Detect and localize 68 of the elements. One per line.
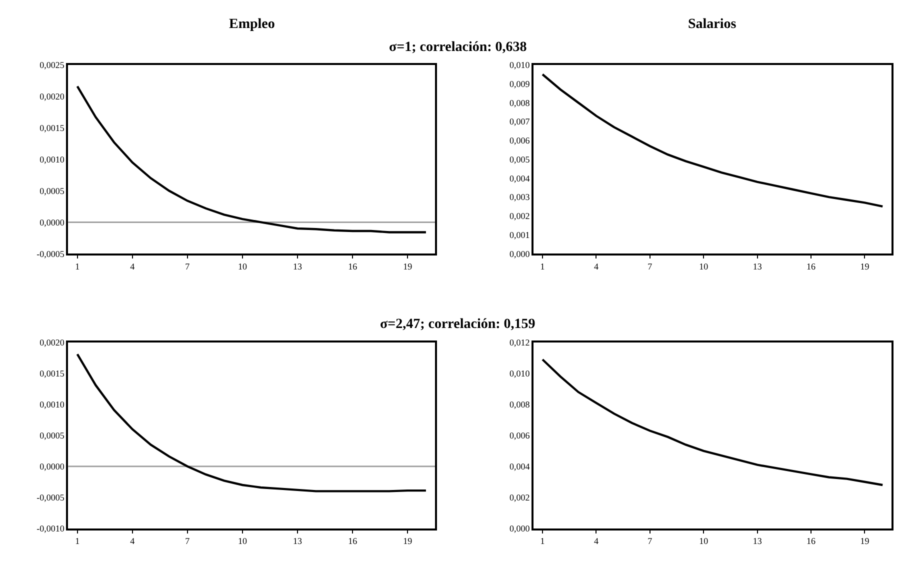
x-tick-label: 4 [130,261,136,272]
x-tick-label: 7 [185,536,190,546]
y-tick-label: 0,009 [510,78,530,89]
x-tick-label: 19 [403,261,413,272]
y-tick-label: 0,006 [510,430,530,441]
x-tick-label: 10 [699,261,709,272]
x-tick-label: 16 [348,261,358,272]
chart-title: Empleo [229,17,275,32]
x-tick-label: 1 [75,261,80,272]
x-tick-label: 13 [752,536,762,546]
y-tick-label: 0,0010 [40,400,65,410]
x-tick-label: 19 [860,261,870,272]
y-tick-label: 0,001 [510,230,530,240]
y-tick-label: 0,0020 [40,92,65,102]
x-tick-label: 10 [238,261,248,272]
y-tick-label: 0,0020 [40,338,65,348]
chart-subtitle: σ=1; correlación: 0,638 [389,40,527,55]
y-tick-label: 0,008 [510,98,530,108]
x-tick-label: 4 [594,536,599,546]
x-tick-label: 19 [403,536,413,546]
y-tick-label: 0,0015 [40,368,65,379]
y-tick-label: -0,0005 [36,492,65,503]
chart-subtitle: σ=2,47; correlación: 0,159 [380,317,536,332]
x-tick-label: 13 [293,536,303,546]
x-tick-label: 10 [699,536,709,546]
y-tick-label: 0,006 [510,136,530,146]
x-tick-label: 16 [348,536,358,546]
y-tick-label: 0,0005 [40,186,65,196]
y-tick-label: 0,0025 [40,60,65,70]
x-tick-label: 1 [540,536,545,546]
chart-title: Salarios [688,17,737,32]
y-tick-label: 0,012 [510,338,530,348]
y-tick-label: 0,002 [510,492,530,503]
line-series [541,73,884,208]
y-tick-label: 0,002 [510,211,530,222]
y-tick-label: 0,004 [510,173,530,184]
line-series [76,353,428,492]
y-tick-label: -0,0005 [36,248,65,259]
x-tick-label: 7 [648,261,653,272]
y-tick-label: 0,010 [510,60,530,70]
y-tick-label: 0,005 [510,154,530,164]
x-tick-label: 1 [75,536,80,546]
y-tick-label: 0,000 [510,248,530,259]
y-tick-label: -0,0010 [36,524,65,534]
line-series [76,85,428,234]
x-tick-label: 4 [594,261,599,272]
x-tick-label: 16 [806,261,816,272]
y-tick-label: 0,008 [510,400,530,410]
x-tick-label: 19 [860,536,870,546]
line-series [541,358,884,486]
y-tick-label: 0,010 [510,368,530,379]
x-tick-label: 7 [185,261,190,272]
y-tick-label: 0,004 [510,462,530,472]
y-tick-label: 0,0005 [40,430,65,441]
x-tick-label: 7 [648,536,653,546]
x-tick-label: 4 [130,536,136,546]
x-tick-label: 13 [752,261,762,272]
x-tick-label: 16 [806,536,816,546]
y-tick-label: 0,003 [510,192,530,202]
y-tick-label: 0,0015 [40,123,65,133]
y-tick-label: 0,000 [510,524,530,534]
x-tick-label: 1 [540,261,545,272]
y-tick-label: 0,007 [510,116,530,127]
y-tick-label: 0,0010 [40,154,65,164]
x-tick-label: 10 [238,536,248,546]
y-tick-label: 0,0000 [40,217,65,228]
y-tick-label: 0,0000 [40,462,65,472]
x-tick-label: 13 [293,261,303,272]
